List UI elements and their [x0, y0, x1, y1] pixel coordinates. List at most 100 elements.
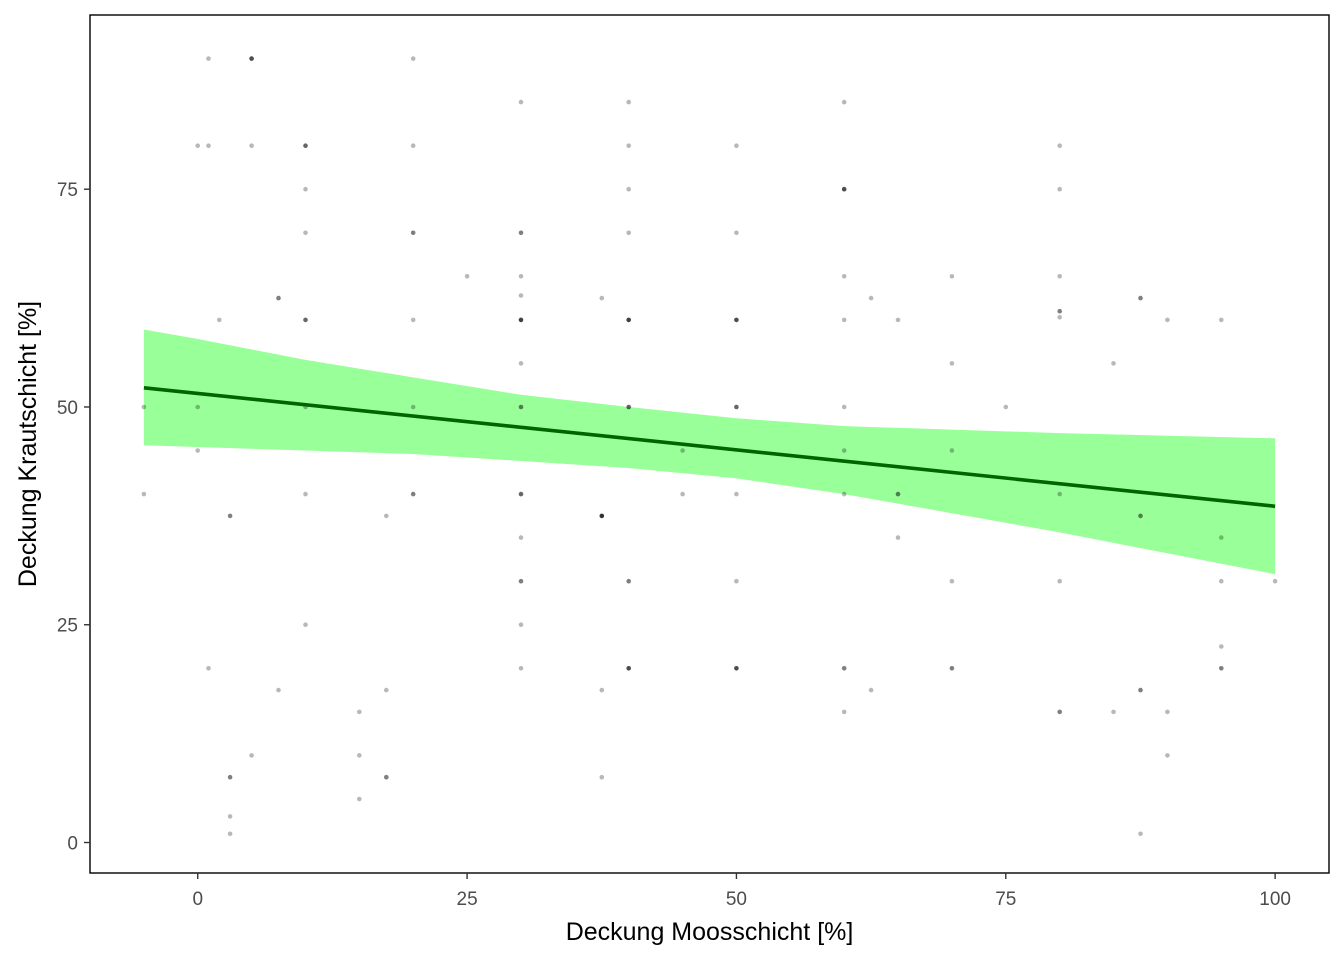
data-point	[357, 709, 362, 715]
data-point	[734, 491, 739, 497]
data-point	[1219, 317, 1224, 323]
fit-line-layer	[143, 386, 1276, 509]
data-point	[626, 578, 631, 584]
x-axis: 0 25 50 75 100	[192, 873, 1291, 910]
data-point	[249, 143, 254, 148]
data-point	[410, 143, 416, 148]
data-point	[841, 448, 847, 453]
data-point	[384, 513, 389, 519]
data-point	[1057, 274, 1062, 279]
data-point	[518, 491, 524, 497]
data-point	[626, 404, 631, 410]
data-point	[1219, 578, 1224, 584]
data-point	[680, 448, 685, 453]
data-point	[303, 143, 308, 148]
data-point	[410, 491, 416, 497]
data-point	[949, 666, 955, 671]
data-point	[1138, 687, 1143, 693]
x-tick-label: 0	[192, 889, 203, 910]
confidence-band-layer	[143, 329, 1276, 575]
x-tick-label: 50	[726, 889, 747, 910]
data-point	[303, 317, 308, 323]
data-point	[1165, 709, 1170, 715]
data-point	[1057, 315, 1062, 320]
data-point	[599, 687, 605, 693]
data-point	[734, 230, 739, 236]
data-point	[841, 491, 847, 497]
data-point	[895, 535, 901, 540]
data-point	[518, 230, 524, 236]
y-tick-label: 25	[57, 616, 78, 637]
confidence-band	[143, 329, 1276, 575]
data-point	[357, 753, 362, 758]
x-axis-title: Deckung Moosschicht [%]	[566, 918, 854, 946]
data-point	[734, 578, 739, 584]
data-point	[464, 274, 470, 279]
data-point	[518, 361, 524, 366]
data-point	[1111, 361, 1116, 366]
data-point	[841, 99, 847, 105]
data-point	[384, 687, 389, 693]
data-point	[626, 99, 631, 105]
data-point	[626, 186, 631, 192]
data-point	[599, 295, 605, 301]
data-point	[949, 448, 955, 453]
data-point	[227, 831, 233, 837]
data-point	[1111, 709, 1116, 715]
data-point	[680, 491, 685, 497]
data-point	[195, 404, 200, 410]
data-point	[276, 295, 281, 301]
data-point	[1003, 404, 1009, 410]
data-point	[303, 186, 308, 192]
data-point	[518, 535, 524, 540]
data-point	[206, 143, 211, 148]
data-point	[949, 361, 955, 366]
data-point	[518, 317, 524, 323]
data-point	[206, 56, 211, 61]
data-point	[734, 317, 739, 323]
data-point	[868, 687, 874, 693]
data-points	[141, 56, 1278, 837]
y-tick-label: 50	[57, 398, 78, 419]
data-point	[249, 753, 254, 758]
data-point	[626, 666, 631, 671]
data-point	[841, 186, 847, 192]
data-point	[626, 143, 631, 148]
data-point	[357, 796, 362, 802]
data-point	[1165, 753, 1170, 758]
data-point	[1219, 666, 1224, 671]
data-point	[303, 622, 308, 627]
data-point	[195, 448, 200, 453]
data-point	[949, 578, 955, 584]
data-point	[384, 774, 389, 780]
data-point	[599, 774, 605, 780]
data-point	[249, 56, 254, 61]
x-tick-label: 75	[995, 889, 1016, 910]
data-point	[227, 814, 233, 819]
data-point	[1057, 578, 1062, 584]
panel-border	[89, 14, 1330, 874]
data-point	[303, 491, 308, 497]
data-point	[841, 666, 847, 671]
y-axis: 0 25 50 75	[57, 180, 90, 855]
data-point	[303, 230, 308, 236]
data-point	[626, 230, 631, 236]
data-point	[227, 774, 233, 780]
x-tick-label: 25	[457, 889, 478, 910]
data-point	[734, 666, 739, 671]
y-tick-label: 0	[67, 834, 78, 855]
data-point	[841, 404, 847, 410]
y-axis-title: Deckung Krautschicht [%]	[14, 301, 42, 587]
data-point	[518, 666, 524, 671]
data-point	[599, 513, 605, 519]
data-point	[518, 99, 524, 105]
data-point	[195, 143, 200, 148]
data-point	[949, 274, 955, 279]
data-point	[1272, 578, 1278, 584]
data-point	[518, 274, 524, 279]
data-point	[227, 513, 233, 519]
data-point	[626, 317, 631, 323]
data-point	[410, 404, 416, 410]
data-point	[276, 687, 281, 693]
